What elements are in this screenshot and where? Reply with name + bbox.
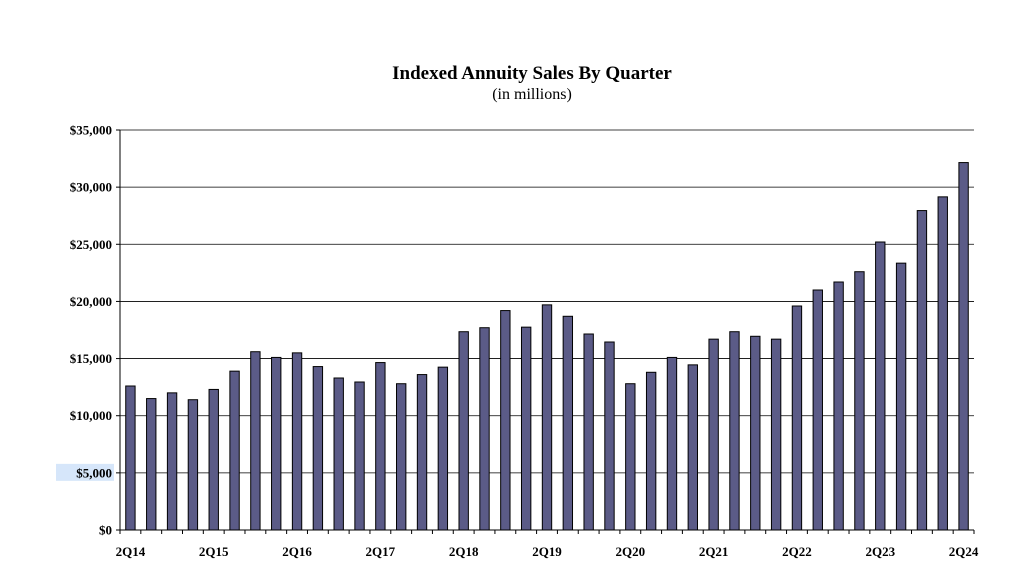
bar xyxy=(333,377,344,531)
x-tick-label: 2Q18 xyxy=(449,544,479,559)
bar xyxy=(604,341,615,531)
bar xyxy=(125,385,136,531)
bar xyxy=(541,304,553,531)
bar xyxy=(416,374,428,531)
bar xyxy=(520,326,532,531)
y-axis-ticks: $0 $5,000 $10,000 $15,000 $20,000 $25,000 $30,… xyxy=(56,123,114,538)
x-tick-label: 2Q17 xyxy=(366,544,396,559)
x-tick-label: 2Q24 xyxy=(949,544,979,559)
bar xyxy=(645,371,657,531)
bar xyxy=(396,383,407,531)
bar xyxy=(854,271,865,531)
y-tick-label: $5,000 xyxy=(76,465,112,480)
chart-title: Indexed Annuity Sales By Quarter xyxy=(392,63,672,84)
x-tick-label: 2Q20 xyxy=(616,544,646,559)
bar xyxy=(500,310,511,531)
bar xyxy=(312,366,324,531)
bar xyxy=(250,351,261,531)
bar xyxy=(958,162,969,531)
chart-subtitle: (in millions) xyxy=(492,86,572,103)
x-tick-label: 2Q21 xyxy=(699,544,729,559)
bar xyxy=(208,388,219,531)
bar xyxy=(812,289,823,531)
x-tick-label: 2Q23 xyxy=(865,544,895,559)
x-tick-label: 2Q15 xyxy=(199,544,229,559)
bar xyxy=(229,370,240,531)
bar xyxy=(916,210,928,531)
bar xyxy=(666,356,678,531)
bar xyxy=(833,281,844,531)
bar xyxy=(729,331,740,531)
y-tick-label: $30,000 xyxy=(70,180,112,195)
x-tick-label: 2Q14 xyxy=(116,544,146,559)
y-tick-label: $15,000 xyxy=(70,351,112,366)
y-tick-label: $10,000 xyxy=(70,408,112,423)
bars xyxy=(125,162,969,531)
bar xyxy=(583,333,594,531)
y-tick-label: $0 xyxy=(99,523,112,538)
x-tick-label: 2Q19 xyxy=(532,544,562,559)
bar xyxy=(562,315,574,531)
bar xyxy=(479,327,490,531)
bar xyxy=(354,381,365,531)
bar xyxy=(625,383,636,531)
x-tick-label: 2Q22 xyxy=(782,544,812,559)
bar xyxy=(895,262,907,531)
x-tick-label: 2Q16 xyxy=(282,544,312,559)
y-tick-highlight xyxy=(56,463,114,481)
bar xyxy=(750,335,761,531)
y-tick-label: $35,000 xyxy=(70,123,112,138)
bar xyxy=(271,356,282,531)
bar xyxy=(146,398,157,531)
y-tick-label: $20,000 xyxy=(70,294,112,309)
bar xyxy=(375,362,386,531)
x-axis-ticks: 2Q14 2Q15 2Q16 2Q17 2Q18 2Q19 2Q20 2Q21 2Q22 2Q23… xyxy=(116,530,979,559)
bar xyxy=(937,196,948,531)
bar xyxy=(708,338,719,531)
bar xyxy=(187,399,199,531)
bar xyxy=(291,352,303,531)
bar xyxy=(437,366,449,531)
y-tick-label: $25,000 xyxy=(70,237,112,252)
bar xyxy=(687,364,698,531)
bar xyxy=(458,331,469,531)
bar xyxy=(770,338,782,531)
bar xyxy=(875,241,886,531)
bar xyxy=(166,392,178,531)
bar xyxy=(791,305,803,531)
